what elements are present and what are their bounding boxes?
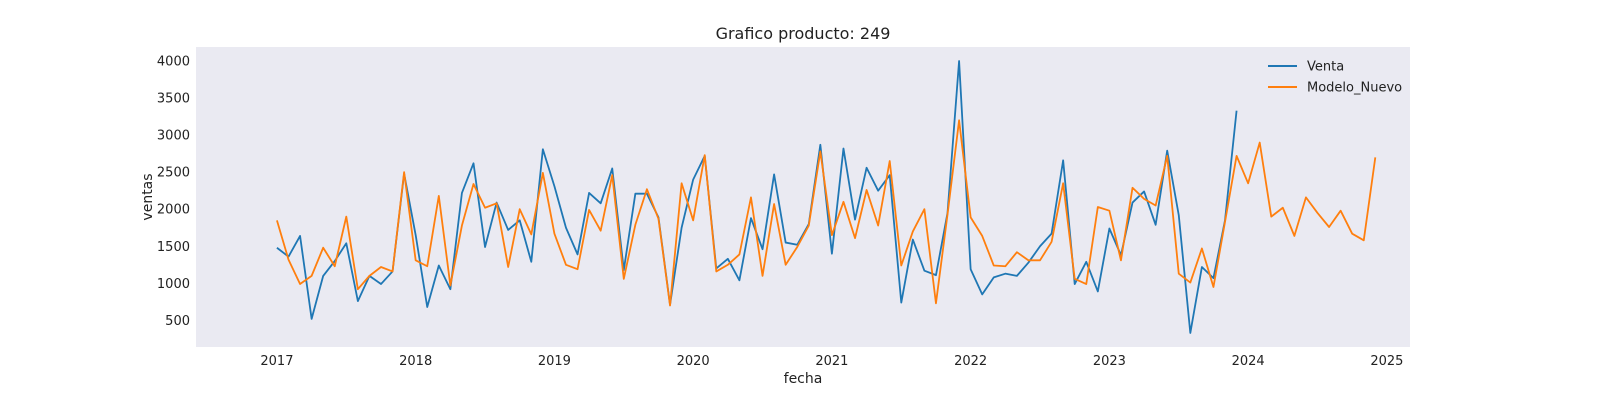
y-tick-label: 4000 — [157, 55, 190, 70]
legend-label: Venta — [1307, 60, 1344, 75]
plot-background — [196, 47, 1410, 347]
y-axis: 500 1000 1500 2000 2500 3000 3500 4000 — [157, 55, 190, 329]
y-axis-label: ventas — [140, 173, 156, 220]
y-tick-label: 3500 — [157, 92, 190, 107]
x-tick-label: 2022 — [954, 354, 987, 369]
x-tick-label: 2024 — [1232, 354, 1265, 369]
x-tick-label: 2023 — [1093, 354, 1126, 369]
series-line-modelo-nuevo — [276, 119, 1377, 307]
y-tick-label: 2500 — [157, 166, 190, 181]
series-layer — [276, 60, 1377, 334]
x-tick-label: 2025 — [1370, 354, 1403, 369]
x-tick-label: 2017 — [260, 354, 293, 369]
x-tick-label: 2021 — [815, 354, 848, 369]
y-tick-label: 2000 — [157, 203, 190, 218]
x-axis-label: fecha — [784, 371, 823, 387]
y-tick-label: 500 — [165, 314, 190, 329]
legend-label: Modelo_Nuevo — [1307, 81, 1402, 96]
chart-title: Grafico producto: 249 — [716, 24, 891, 43]
y-tick-label: 3000 — [157, 129, 190, 144]
legend: Venta Modelo_Nuevo — [1268, 60, 1402, 96]
y-tick-label: 1500 — [157, 240, 190, 255]
x-tick-label: 2019 — [538, 354, 571, 369]
x-axis: 2017 2018 2019 2020 2021 2022 2023 2024 2025 — [260, 354, 1403, 369]
x-tick-label: 2020 — [677, 354, 710, 369]
y-tick-label: 1000 — [157, 277, 190, 292]
x-tick-label: 2018 — [399, 354, 432, 369]
